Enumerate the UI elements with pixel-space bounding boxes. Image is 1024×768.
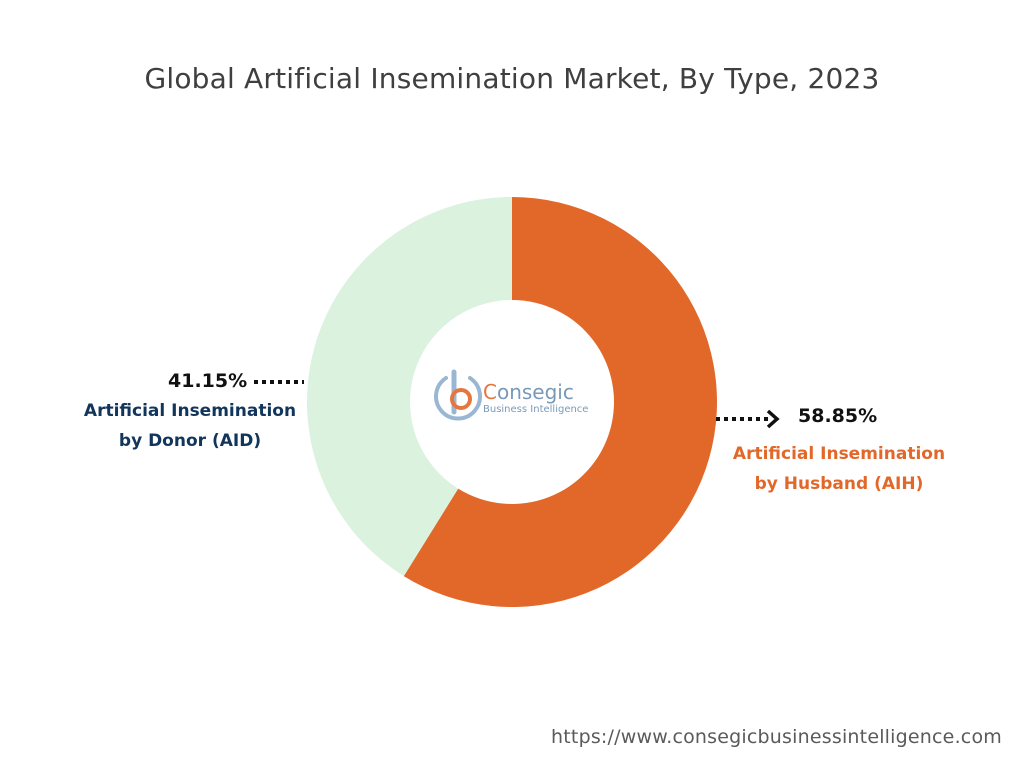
category-label-aid: Artificial Insemination by Donor (AID) — [70, 396, 310, 456]
chart-title: Global Artificial Insemination Market, B… — [144, 62, 880, 95]
category-label-aih-line1: Artificial Insemination — [732, 444, 946, 464]
category-label-aih-line2: by Husband (AIH) — [754, 474, 924, 494]
logo-brand-rest: onsegic — [497, 380, 574, 404]
logo-tagline: Business Intelligence — [483, 404, 588, 415]
category-label-aih: Artificial Insemination by Husband (AIH) — [722, 439, 956, 499]
category-label-aid-line1: Artificial Insemination — [83, 401, 297, 421]
slice-aid — [307, 197, 512, 577]
slice-aih — [403, 197, 717, 607]
leader-arrow-icon — [766, 409, 780, 429]
consegic-logo-watermark: Consegic Business Intelligence — [434, 369, 588, 421]
value-label-aih: 58.85% — [798, 405, 878, 427]
source-url: https://www.consegicbusinessintelligence… — [551, 726, 1002, 748]
logo-mark-icon — [434, 369, 482, 421]
category-label-aid-line2: by Donor (AID) — [118, 431, 262, 451]
logo-brand-text: Consegic — [483, 380, 574, 404]
donut-slices — [307, 197, 717, 607]
value-label-aid: 41.15% — [168, 370, 248, 392]
logo-brand-initial: C — [483, 380, 497, 404]
